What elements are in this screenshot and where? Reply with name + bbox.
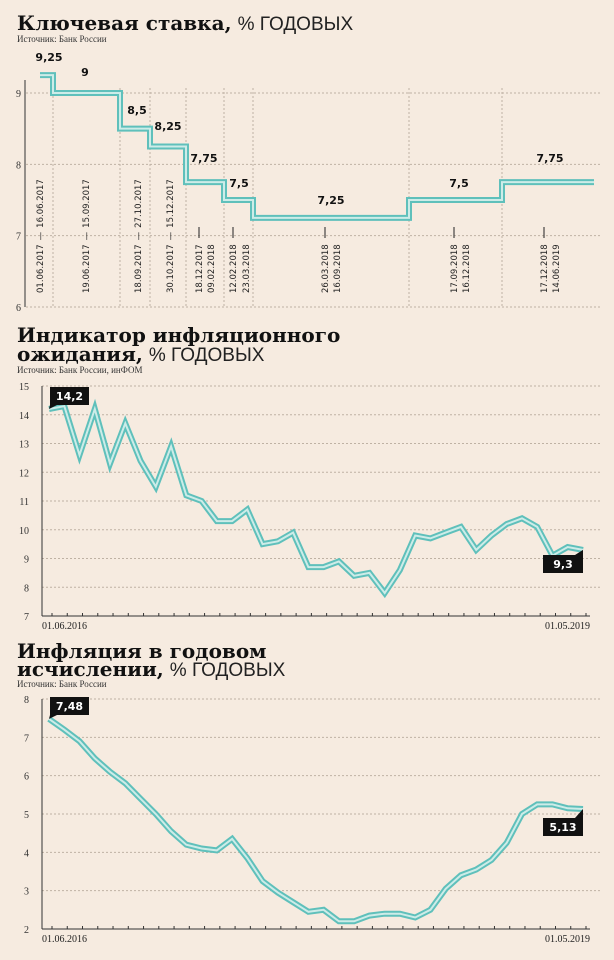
date-dash: — bbox=[36, 231, 46, 240]
period-start-date: 01.06.2017 bbox=[36, 244, 46, 293]
period-start-date: 30.10.2017 bbox=[166, 244, 176, 293]
period-start-date: 26.03.2018 bbox=[321, 244, 331, 293]
value-label: 7,25 bbox=[317, 194, 344, 207]
value-label: 7,5 bbox=[449, 177, 469, 190]
y-tick-label: 12 bbox=[19, 468, 29, 479]
period-end-date: 23.03.2018 bbox=[242, 244, 252, 293]
last-value-label: 5,13 bbox=[549, 821, 576, 834]
y-tick-label: 6 bbox=[24, 772, 29, 783]
chart3-title-line2: исчислении, % ГОДОВЫХ bbox=[17, 657, 286, 681]
y-tick-label: 8 bbox=[24, 695, 29, 706]
chart3-title-unit: % ГОДОВЫХ bbox=[170, 660, 286, 681]
value-label: 7,75 bbox=[536, 152, 563, 165]
y-tick-label: 5 bbox=[24, 810, 29, 821]
chart1-title-unit: % ГОДОВЫХ bbox=[238, 14, 354, 35]
date-range-label: 30.10.2017 — 15.12.2017 bbox=[166, 179, 176, 293]
period-end-date: 15.09.2017 bbox=[82, 179, 92, 228]
chart3-title-bold: исчислении, bbox=[17, 657, 164, 681]
period-end-date: 15.12.2017 bbox=[166, 179, 176, 228]
y-tick-label: 7 bbox=[24, 733, 29, 744]
value-label: 9 bbox=[81, 66, 89, 79]
y-tick-label: 9 bbox=[24, 555, 29, 566]
date-range-label: 01.06.2017 — 16.06.2017 bbox=[36, 179, 46, 293]
annual-inflation-chart: 8 7 6 5 4 3 2 01.06.2016 01.05.2019 7,48 5,13 bbox=[24, 695, 600, 945]
period-start-date: 19.06.2017 bbox=[82, 244, 92, 293]
chart3-source: Источник: Банк России bbox=[17, 679, 107, 689]
first-value-label: 14,2 bbox=[56, 390, 83, 403]
period-end-date: 16.12.2018 bbox=[462, 244, 472, 293]
y-tick-label: 2 bbox=[24, 925, 29, 936]
chart3-title-line1: Инфляция в годовом bbox=[17, 639, 267, 663]
date-range-label: 18.09.2017 — 27.10.2017 bbox=[134, 179, 144, 293]
date-dash: — bbox=[82, 231, 92, 240]
period-start-date: 17.12.2018 bbox=[540, 244, 550, 293]
period-start-date: 12.02.2018 bbox=[229, 244, 239, 293]
first-value-box bbox=[50, 387, 89, 405]
x-start-label: 01.06.2016 bbox=[42, 934, 87, 945]
last-value-box bbox=[543, 555, 583, 573]
chart1-title: Ключевая ставка, % ГОДОВЫХ bbox=[17, 11, 353, 35]
x-end-label: 01.05.2019 bbox=[545, 934, 590, 945]
label-pointer bbox=[49, 715, 57, 719]
y-tick-label: 15 bbox=[19, 382, 29, 393]
key-rate-chart: 9 8 7 6 9,25 9 8,5 8,25 7,75 7,5 7,25 7,5 7,75 01.06.… bbox=[16, 51, 600, 314]
y-tick-label: 7 bbox=[24, 612, 29, 623]
y-tick-label: 4 bbox=[24, 848, 29, 859]
period-end-date: 16.09.2018 bbox=[333, 244, 343, 293]
inflation-expectations-chart: 15 14 13 12 11 10 9 8 7 01.06.2016 01.05.2019 14,2 9… bbox=[19, 382, 600, 632]
chart2-title-bold: ожидания, bbox=[17, 342, 143, 366]
chart2-source: Источник: Банк России, инФОМ bbox=[17, 365, 142, 375]
y-tick-label: 9 bbox=[16, 89, 21, 100]
first-value-label: 7,48 bbox=[56, 700, 83, 713]
label-pointer bbox=[49, 405, 57, 409]
y-tick-label: 7 bbox=[16, 232, 21, 243]
y-tick-label: 8 bbox=[16, 160, 21, 171]
first-value-box bbox=[50, 697, 89, 715]
chart1-source: Источник: Банк России bbox=[17, 34, 107, 44]
series-line-inner bbox=[48, 718, 584, 923]
date-range-label: 19.06.2017 — 15.09.2017 bbox=[82, 179, 92, 293]
period-end-date: 16.06.2017 bbox=[36, 179, 46, 228]
y-tick-label: 8 bbox=[24, 583, 29, 594]
period-end-date: 14.06.2019 bbox=[552, 244, 562, 293]
series-line-inner bbox=[48, 404, 584, 595]
y-tick-label: 6 bbox=[16, 303, 21, 314]
chart2-title-line1: Индикатор инфляционного bbox=[17, 323, 340, 347]
period-start-date: 18.12.2017 bbox=[195, 244, 205, 293]
value-label: 8,5 bbox=[127, 104, 147, 117]
y-tick-label: 3 bbox=[24, 887, 29, 898]
y-tick-label: 14 bbox=[19, 411, 29, 422]
last-value-box bbox=[543, 818, 583, 836]
date-dash: — bbox=[166, 231, 176, 240]
chart2-title-line2: ожидания, % ГОДОВЫХ bbox=[17, 342, 265, 366]
y-tick-label: 10 bbox=[19, 526, 29, 537]
chart1-title-bold: Ключевая ставка, bbox=[17, 11, 232, 35]
value-label: 9,25 bbox=[35, 51, 62, 64]
value-label: 8,25 bbox=[154, 120, 181, 133]
period-end-date: 09.02.2018 bbox=[207, 244, 217, 293]
date-dash: — bbox=[134, 231, 144, 240]
y-tick-label: 13 bbox=[19, 440, 29, 451]
period-start-date: 17.09.2018 bbox=[450, 244, 460, 293]
period-start-date: 18.09.2017 bbox=[134, 244, 144, 293]
key-rate-line-inner bbox=[40, 74, 594, 219]
label-pointer bbox=[575, 809, 583, 818]
value-label: 7,75 bbox=[190, 152, 217, 165]
period-end-date: 27.10.2017 bbox=[134, 179, 144, 228]
last-value-label: 9,3 bbox=[553, 558, 573, 571]
x-end-label: 01.05.2019 bbox=[545, 621, 590, 632]
value-label: 7,5 bbox=[229, 177, 249, 190]
label-pointer bbox=[575, 549, 583, 555]
y-tick-label: 11 bbox=[19, 497, 29, 508]
x-start-label: 01.06.2016 bbox=[42, 621, 87, 632]
chart2-title-unit: % ГОДОВЫХ bbox=[149, 345, 265, 366]
